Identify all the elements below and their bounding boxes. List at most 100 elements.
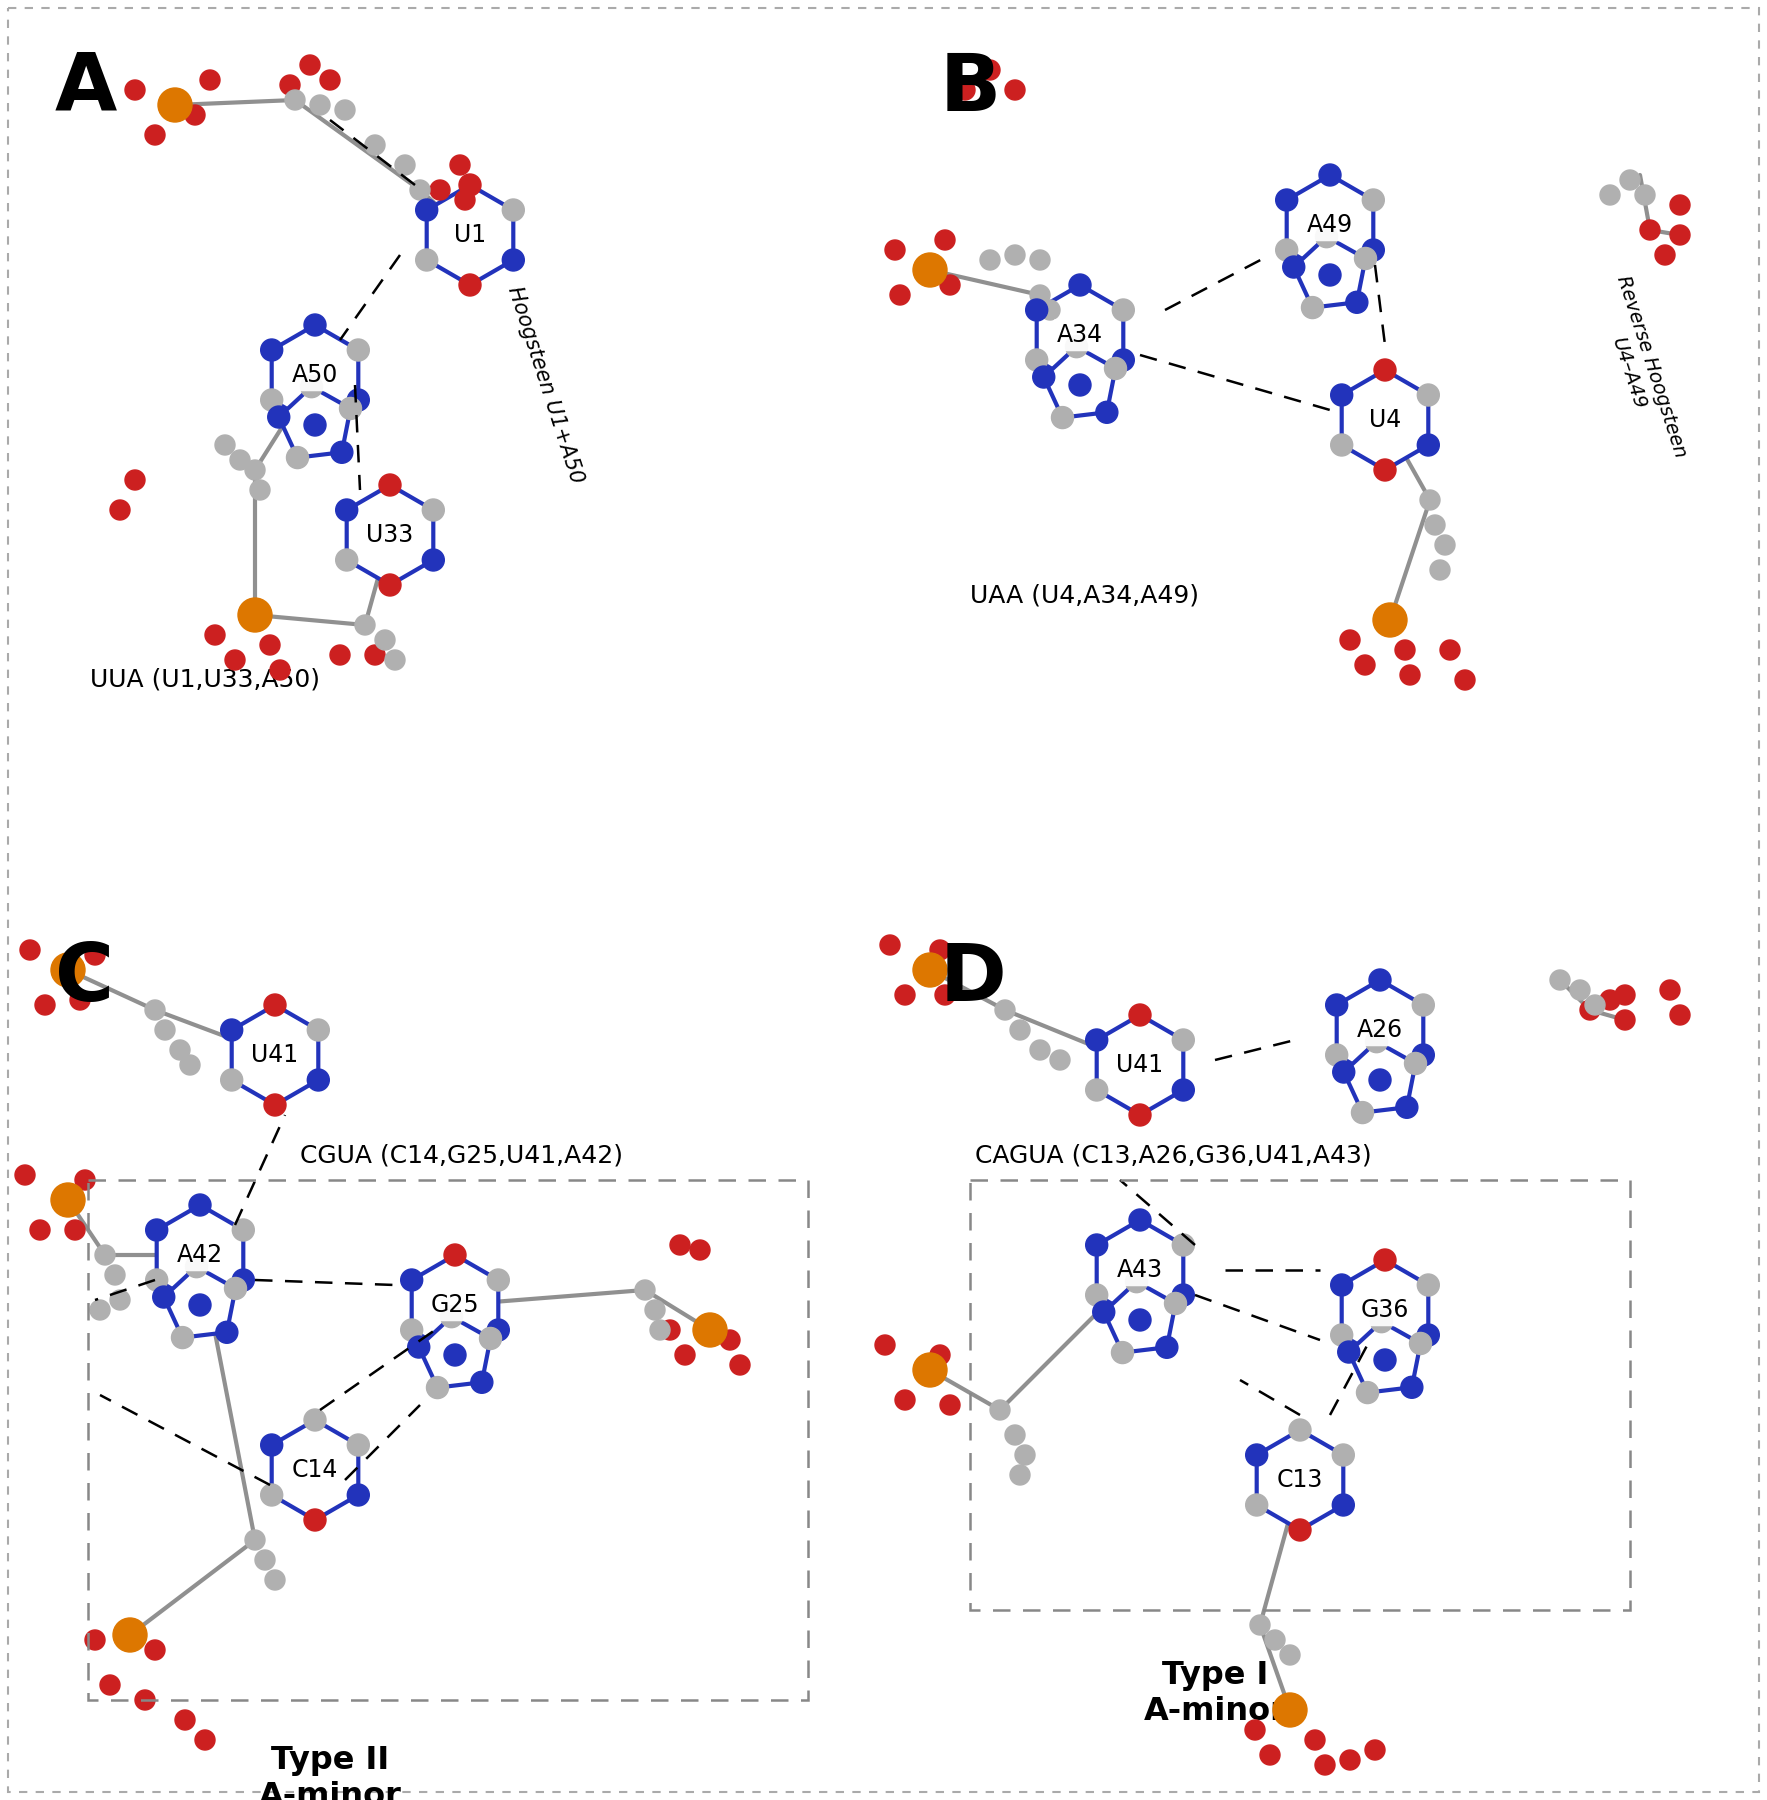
Polygon shape	[426, 185, 512, 284]
Circle shape	[488, 1269, 509, 1291]
Circle shape	[981, 250, 1000, 270]
Circle shape	[145, 124, 164, 146]
Circle shape	[914, 1354, 947, 1388]
Circle shape	[216, 436, 235, 455]
Circle shape	[410, 180, 429, 200]
Circle shape	[1640, 220, 1659, 239]
Circle shape	[65, 1220, 85, 1240]
Circle shape	[1051, 407, 1074, 428]
Text: C: C	[55, 940, 115, 1019]
Circle shape	[634, 1280, 656, 1300]
Circle shape	[426, 1377, 449, 1399]
Circle shape	[145, 1001, 164, 1021]
Circle shape	[189, 1193, 210, 1217]
Circle shape	[730, 1355, 749, 1375]
Circle shape	[1164, 1292, 1186, 1314]
Circle shape	[1424, 515, 1445, 535]
Circle shape	[1352, 1102, 1373, 1123]
Text: A34: A34	[1057, 322, 1103, 347]
Text: U1: U1	[454, 223, 486, 247]
Circle shape	[125, 79, 145, 101]
Circle shape	[19, 940, 41, 959]
Circle shape	[401, 1269, 422, 1291]
Circle shape	[891, 284, 910, 304]
Circle shape	[1129, 1210, 1150, 1231]
Circle shape	[200, 70, 221, 90]
Circle shape	[1126, 1271, 1147, 1292]
Text: Reverse Hoogsteen
U4–A49: Reverse Hoogsteen U4–A49	[1590, 274, 1689, 466]
Circle shape	[1615, 1010, 1634, 1030]
Polygon shape	[1341, 1260, 1428, 1361]
Circle shape	[1417, 434, 1440, 455]
Circle shape	[348, 338, 369, 362]
Circle shape	[1283, 256, 1304, 277]
Circle shape	[1421, 490, 1440, 509]
Circle shape	[254, 1550, 276, 1570]
Circle shape	[488, 1319, 509, 1341]
Circle shape	[320, 70, 339, 90]
Circle shape	[1656, 245, 1675, 265]
Circle shape	[1156, 1336, 1179, 1359]
Circle shape	[1085, 1235, 1108, 1256]
Circle shape	[224, 650, 246, 670]
Circle shape	[1670, 225, 1689, 245]
Circle shape	[14, 1165, 35, 1184]
Polygon shape	[1341, 371, 1428, 470]
Circle shape	[1373, 603, 1407, 637]
Circle shape	[155, 1021, 175, 1040]
Circle shape	[1025, 299, 1048, 320]
Text: A43: A43	[1117, 1258, 1163, 1282]
Circle shape	[375, 630, 396, 650]
Circle shape	[304, 414, 325, 436]
Circle shape	[1371, 1310, 1392, 1332]
Polygon shape	[1097, 1220, 1184, 1319]
Circle shape	[221, 1069, 242, 1091]
Text: CAGUA (C13,A26,G36,U41,A43): CAGUA (C13,A26,G36,U41,A43)	[975, 1143, 1371, 1166]
Circle shape	[101, 1676, 120, 1696]
Circle shape	[1585, 995, 1604, 1015]
Circle shape	[304, 313, 325, 337]
Circle shape	[262, 1483, 283, 1507]
Circle shape	[896, 985, 915, 1004]
Circle shape	[1571, 979, 1590, 1001]
Circle shape	[454, 191, 475, 211]
Circle shape	[85, 1631, 104, 1651]
Polygon shape	[412, 1255, 498, 1355]
Circle shape	[304, 1409, 325, 1431]
Circle shape	[336, 549, 357, 571]
Circle shape	[125, 470, 145, 490]
Circle shape	[157, 88, 193, 122]
Circle shape	[330, 441, 353, 463]
Circle shape	[279, 76, 300, 95]
Circle shape	[194, 1730, 216, 1750]
Text: A49: A49	[1308, 212, 1354, 238]
Circle shape	[1670, 1004, 1689, 1024]
Circle shape	[954, 79, 975, 101]
Circle shape	[110, 500, 131, 520]
Circle shape	[85, 945, 104, 965]
Text: U4: U4	[1369, 409, 1401, 432]
Circle shape	[470, 1372, 493, 1393]
Polygon shape	[1256, 1429, 1343, 1530]
Circle shape	[1620, 169, 1640, 191]
Polygon shape	[419, 1316, 491, 1388]
Circle shape	[1399, 664, 1421, 686]
Circle shape	[171, 1327, 194, 1348]
Circle shape	[1357, 1382, 1378, 1404]
Circle shape	[396, 155, 415, 175]
Circle shape	[1276, 189, 1297, 211]
Circle shape	[422, 499, 444, 520]
Circle shape	[270, 661, 290, 680]
Polygon shape	[1286, 175, 1373, 275]
Circle shape	[1339, 630, 1361, 650]
Circle shape	[502, 248, 525, 272]
Circle shape	[366, 644, 385, 664]
Circle shape	[355, 616, 375, 635]
Circle shape	[366, 135, 385, 155]
Circle shape	[896, 1390, 915, 1409]
Circle shape	[1032, 365, 1055, 389]
Circle shape	[935, 985, 954, 1004]
Polygon shape	[1037, 284, 1124, 385]
Circle shape	[661, 1319, 680, 1339]
Circle shape	[330, 644, 350, 664]
